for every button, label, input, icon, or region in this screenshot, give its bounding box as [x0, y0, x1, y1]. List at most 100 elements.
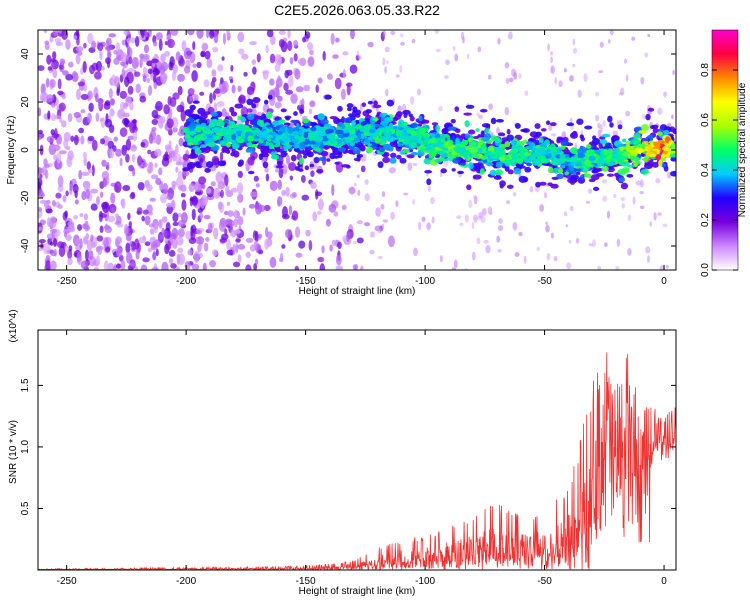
heatmap-cell	[524, 151, 531, 157]
heatmap-cell	[247, 135, 255, 142]
heatmap-cell	[109, 108, 115, 117]
heatmap-cell	[52, 145, 61, 150]
heatmap-cell	[102, 177, 108, 188]
heatmap-cell	[153, 74, 157, 83]
heatmap-cell	[128, 220, 132, 229]
heatmap-cell	[639, 205, 645, 210]
heatmap-cell	[129, 37, 137, 44]
heatmap-cell	[135, 249, 140, 260]
heatmap-cell	[518, 231, 523, 237]
heatmap-cell	[44, 43, 50, 51]
heatmap-cell	[101, 159, 107, 167]
heatmap-cell	[227, 210, 234, 218]
heatmap-cell	[625, 110, 631, 117]
heatmap-cell	[285, 186, 290, 197]
heatmap-cell	[403, 192, 409, 196]
heatmap-cell	[84, 220, 89, 232]
heatmap-cell	[599, 139, 608, 145]
heatmap-cell	[79, 238, 83, 250]
heatmap-cell	[206, 58, 213, 69]
heatmap-cell	[588, 243, 594, 247]
heatmap-cell	[566, 122, 575, 127]
heatmap-cell	[88, 250, 94, 260]
heatmap-cell	[450, 118, 456, 124]
heatmap-cell	[591, 169, 599, 174]
heatmap-cell	[187, 124, 196, 129]
heatmap-cell	[115, 236, 123, 244]
heatmap-cell	[147, 149, 152, 155]
heatmap-cell	[266, 138, 272, 142]
heatmap-cell	[416, 132, 423, 139]
heatmap-cell	[587, 188, 593, 194]
heatmap-cell	[81, 171, 90, 177]
heatmap-cell	[237, 31, 245, 43]
heatmap-cell	[464, 133, 471, 139]
heatmap-cell	[91, 164, 95, 177]
heatmap-cell	[107, 262, 114, 270]
heatmap-cell	[309, 163, 315, 168]
heatmap-cell	[261, 130, 270, 137]
heatmap-cell	[307, 56, 315, 67]
heatmap-cell	[524, 166, 532, 173]
heatmap-cell	[380, 120, 389, 127]
heatmap-cell	[39, 173, 43, 179]
heatmap-cell	[168, 249, 176, 257]
heatmap-cell	[226, 239, 231, 251]
heatmap-cell	[423, 158, 432, 165]
heatmap-cell	[387, 235, 395, 248]
heatmap-cell	[276, 146, 281, 153]
heatmap-cell	[575, 171, 581, 175]
heatmap-cell	[253, 175, 259, 182]
heatmap-cell	[331, 239, 336, 247]
heatmap-cell	[151, 118, 159, 126]
heatmap-cell	[75, 53, 81, 65]
heatmap-cell	[129, 262, 135, 267]
heatmap-cell	[294, 68, 301, 80]
heatmap-cell	[605, 142, 612, 149]
heatmap-cell	[330, 33, 335, 45]
heatmap-cell	[65, 190, 69, 197]
heatmap-cell	[535, 139, 540, 147]
heatmap-cell	[117, 108, 126, 119]
heatmap-cell	[303, 131, 309, 139]
heatmap-cell	[480, 130, 485, 138]
heatmap-cell	[476, 237, 481, 245]
heatmap-cell	[670, 157, 676, 162]
heatmap-cell	[181, 40, 187, 52]
heatmap-cell	[170, 263, 177, 269]
heatmap-cell	[261, 70, 270, 75]
heatmap-cell	[342, 68, 346, 79]
heatmap-cell	[40, 83, 46, 95]
heatmap-cell	[269, 180, 278, 192]
heatmap-cell	[172, 64, 178, 74]
heatmap-cell	[80, 260, 88, 270]
y-tick-label: 0.5	[20, 501, 31, 515]
heatmap-cell	[243, 71, 248, 77]
heatmap-cell	[327, 73, 333, 80]
heatmap-cell	[187, 249, 193, 256]
heatmap-cell	[211, 69, 217, 77]
heatmap-cell	[199, 91, 205, 96]
heatmap-cell	[465, 104, 475, 109]
heatmap-cell	[418, 221, 422, 231]
heatmap-cell	[135, 83, 141, 94]
heatmap-cell	[39, 199, 47, 204]
heatmap-cell	[154, 162, 158, 168]
heatmap-cell	[163, 227, 171, 240]
heatmap-cell	[191, 195, 199, 206]
heatmap-cell	[472, 195, 478, 200]
heatmap-cell	[373, 100, 378, 106]
heatmap-cell	[299, 108, 305, 114]
heatmap-cell	[62, 194, 67, 203]
heatmap-cell	[356, 237, 364, 244]
heatmap-cell	[45, 254, 51, 260]
heatmap-cell	[377, 229, 383, 234]
heatmap-cell	[131, 119, 138, 124]
heatmap-cell	[669, 153, 676, 158]
heatmap-cell	[466, 184, 472, 191]
heatmap-cell	[359, 126, 367, 133]
heatmap-cell	[186, 30, 195, 36]
heatmap-cell	[309, 49, 314, 56]
heatmap-cell	[523, 158, 532, 164]
heatmap-cell	[468, 162, 474, 170]
